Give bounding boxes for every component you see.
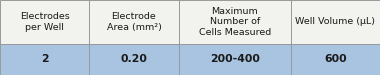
Text: Electrodes
per Well: Electrodes per Well (20, 12, 70, 32)
Text: Well Volume (µL): Well Volume (µL) (295, 17, 375, 26)
Bar (89, 44, 179, 75)
Text: 600: 600 (324, 54, 347, 64)
Text: 2: 2 (41, 54, 49, 64)
Bar (179, 0, 291, 44)
Bar (0, 0, 89, 44)
Bar (291, 44, 380, 75)
Bar (0, 44, 89, 75)
Text: Maximum
Number of
Cells Measured: Maximum Number of Cells Measured (198, 7, 271, 37)
Bar (179, 44, 291, 75)
Text: Electrode
Area (mm²): Electrode Area (mm²) (106, 12, 162, 32)
Text: 0.20: 0.20 (120, 54, 147, 64)
Bar (89, 0, 179, 44)
Text: 200-400: 200-400 (210, 54, 260, 64)
Bar (291, 0, 380, 44)
